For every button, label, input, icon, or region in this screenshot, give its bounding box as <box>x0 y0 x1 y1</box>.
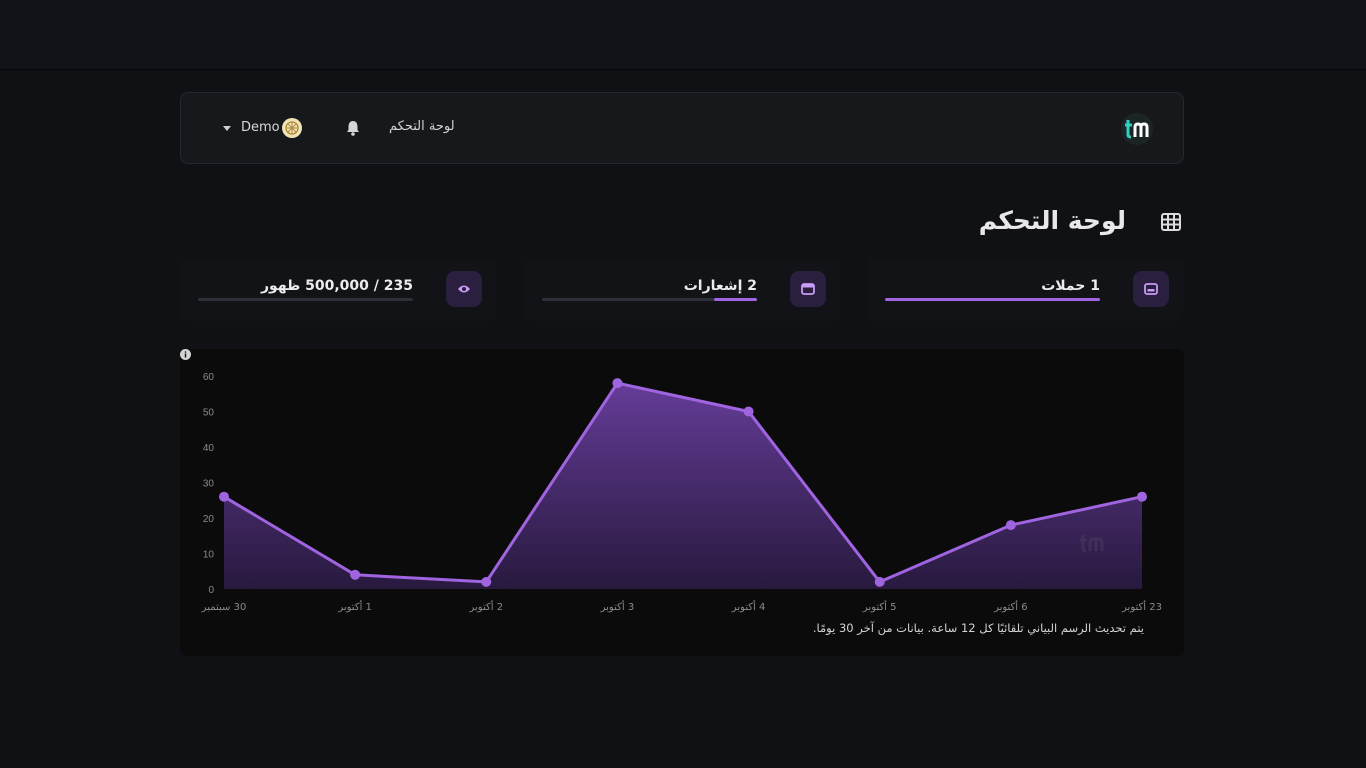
chart-card: 0 10 20 30 40 50 60 30 سبتمبر 1 أكتوبر 2 أكتوبر 3… <box>180 349 1184 656</box>
y-tick-label: 60 <box>203 372 215 383</box>
stat-progress-fill <box>714 298 757 301</box>
user-avatar[interactable] <box>282 118 302 138</box>
stat-progress-track <box>542 298 757 301</box>
stat-label: 235 / 500,000 ظهور <box>260 278 413 294</box>
brand-logo[interactable] <box>1121 113 1153 145</box>
grid-icon <box>1161 213 1181 231</box>
stat-icon-box <box>1133 271 1169 307</box>
chart-watermark <box>1080 535 1104 553</box>
stat-card-notifications[interactable]: 2 إشعارات <box>524 259 840 321</box>
x-tick-label: 3 أكتوبر <box>600 600 635 613</box>
navbar: لوحة التحكم Demo <box>180 92 1184 164</box>
chart-series-line <box>223 381 1143 584</box>
stat-icon-box <box>790 271 826 307</box>
stat-label: 1 حملات <box>1041 278 1100 294</box>
info-icon <box>180 349 191 360</box>
notification-card-icon <box>801 283 815 295</box>
page-title: لوحة التحكم <box>978 206 1126 235</box>
chevron-down-icon[interactable] <box>223 126 231 131</box>
stat-card-impressions[interactable]: 235 / 500,000 ظهور <box>180 259 496 321</box>
stat-card-campaigns[interactable]: 1 حملات <box>867 259 1183 321</box>
chart-data-point[interactable] <box>219 491 229 502</box>
chart-data-point[interactable] <box>1137 491 1147 502</box>
y-tick-label: 20 <box>203 514 215 525</box>
y-tick-label: 40 <box>203 443 215 454</box>
y-tick-label: 50 <box>203 408 215 419</box>
y-tick-label: 10 <box>203 550 215 561</box>
chart-data-point[interactable] <box>743 406 754 417</box>
chart-note: يتم تحديث الرسم البياني تلقائيًا كل 12 س… <box>812 621 1144 635</box>
brand-logo-icon <box>1125 120 1149 139</box>
y-tick-label: 0 <box>208 585 214 596</box>
x-tick-label: 5 أكتوبر <box>862 600 897 613</box>
eye-icon <box>458 285 470 293</box>
x-tick-label: 2 أكتوبر <box>468 600 503 613</box>
bell-icon[interactable] <box>345 119 361 137</box>
x-tick-label: 23 أكتوبر <box>1121 600 1162 613</box>
stat-label: 2 إشعارات <box>683 278 757 294</box>
avatar-icon <box>285 121 299 135</box>
chart-area-fill <box>224 383 1142 589</box>
x-tick-label: 6 أكتوبر <box>993 600 1028 613</box>
campaign-icon <box>1144 283 1158 295</box>
user-menu-name[interactable]: Demo <box>241 120 280 135</box>
chart-data-point[interactable] <box>612 378 623 389</box>
y-tick-label: 30 <box>203 479 215 490</box>
chart-data-point[interactable] <box>481 576 492 587</box>
stat-progress-track <box>885 298 1100 301</box>
x-tick-label: 4 أكتوبر <box>731 600 766 613</box>
impressions-chart: 0 10 20 30 40 50 60 30 سبتمبر 1 أكتوبر 2 أكتوبر 3… <box>201 372 1162 613</box>
top-strip <box>0 0 1366 70</box>
chart-data-point[interactable] <box>350 569 361 580</box>
chart-data-point[interactable] <box>1005 520 1016 531</box>
stat-icon-box <box>446 271 482 307</box>
chart-data-point[interactable] <box>874 576 885 587</box>
nav-link-dashboard[interactable]: لوحة التحكم <box>389 119 455 134</box>
x-tick-label: 1 أكتوبر <box>337 600 372 613</box>
stat-progress-fill <box>885 298 1100 301</box>
stat-progress-track <box>198 298 413 301</box>
x-tick-label: 30 سبتمبر <box>201 602 247 613</box>
